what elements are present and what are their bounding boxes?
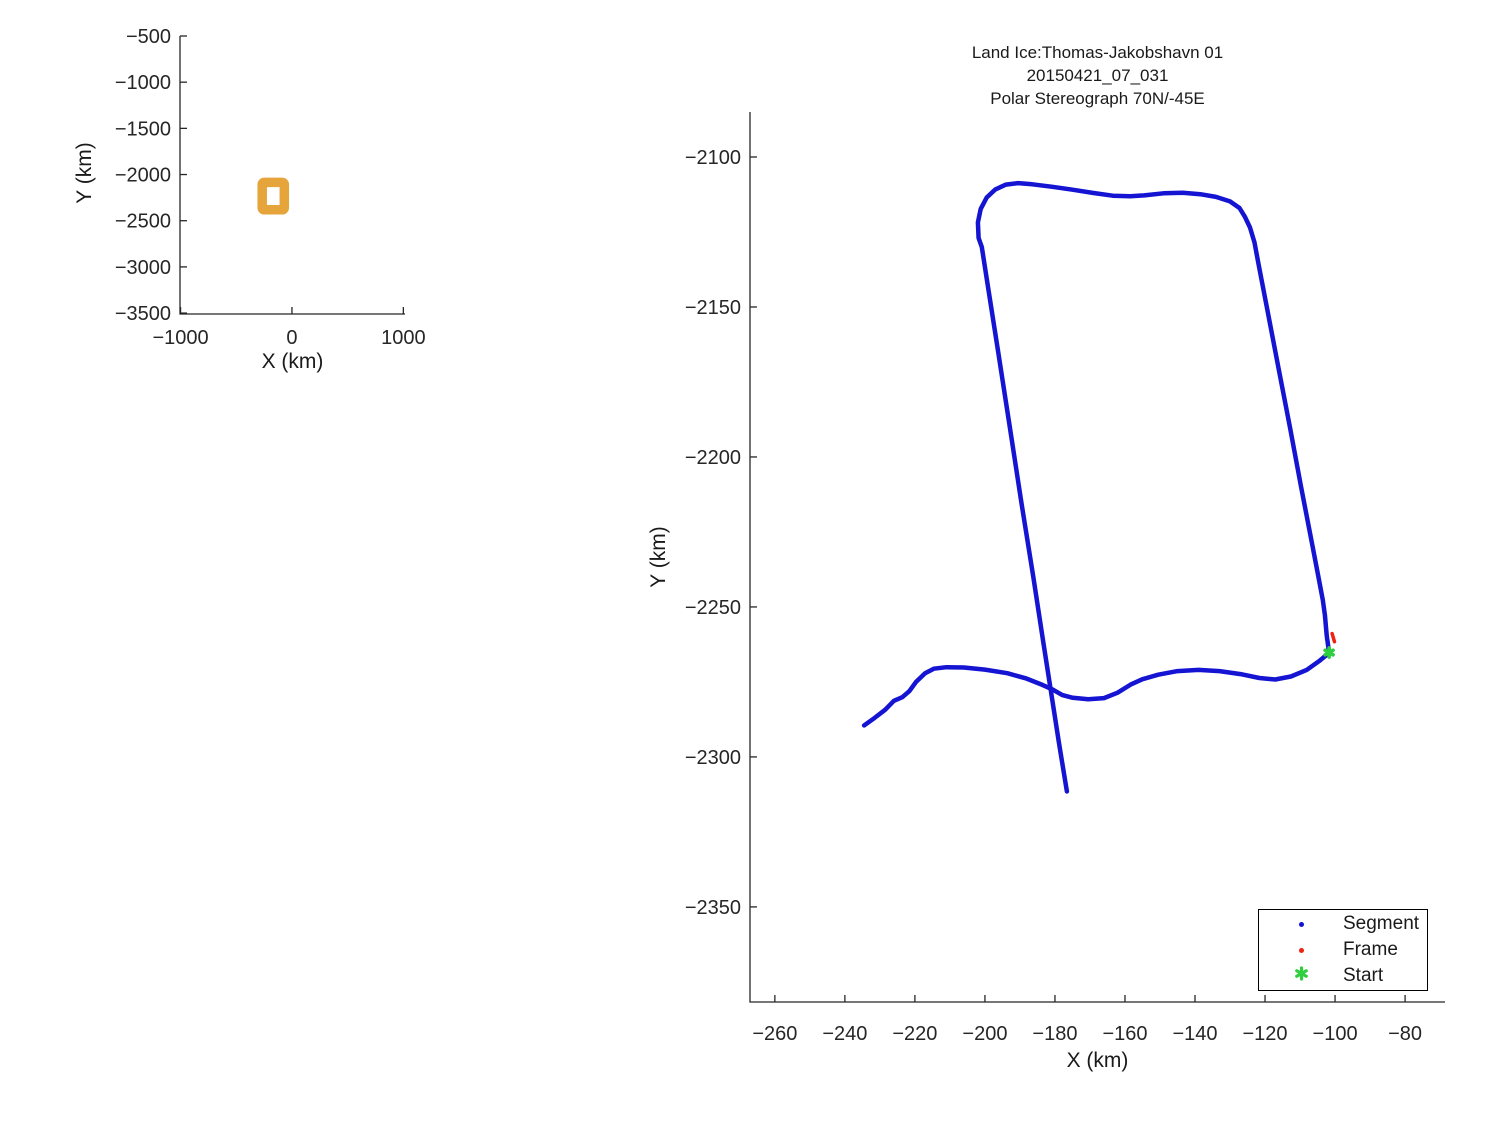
- plot-title: Land Ice:Thomas-Jakobshavn 01 20150421_0…: [750, 41, 1445, 110]
- track-y-tick-label: −2150: [685, 297, 741, 319]
- track-x-tick-label: −260: [752, 1023, 797, 1045]
- track-x-tick-label: −160: [1102, 1023, 1147, 1045]
- overview-plot: −1000 0 1000 −500 −1000 −1500 −2000 −2500 −3000 −…: [115, 26, 426, 349]
- track-x-tick-label: −220: [892, 1023, 937, 1045]
- main-x-axis-label: X (km): [1066, 1049, 1129, 1072]
- track-x-tick-label: −200: [962, 1023, 1007, 1045]
- track-plot: −260 −240 −220 −200 −180 −160 −140 −120 −100 −80 −…: [685, 112, 1445, 1045]
- overview-y-tick-label: −500: [126, 26, 171, 48]
- legend-item-frame: Frame: [1259, 938, 1427, 962]
- legend-label-start: Start: [1343, 965, 1384, 986]
- title-line-2: 20150421_07_031: [1026, 66, 1169, 85]
- track-x-tick-label: −100: [1313, 1023, 1358, 1045]
- legend-label-frame: Frame: [1343, 939, 1398, 960]
- track-y-tick-label: −2350: [685, 897, 741, 919]
- overview-y-tick-label: −3000: [115, 257, 171, 279]
- overview-y-tick-label: −1500: [115, 118, 171, 140]
- track-frame-path: [1330, 631, 1337, 644]
- title-line-3: Polar Stereograph 70N/-45E: [990, 89, 1205, 108]
- overview-y-tick-label: −3500: [115, 303, 171, 325]
- track-segment-path: [861, 180, 1332, 794]
- overview-axes: [179, 36, 405, 315]
- start-marker: [1323, 646, 1335, 659]
- track-axes: [749, 112, 1445, 1003]
- track-y-tick-label: −2250: [685, 597, 741, 619]
- legend-item-segment: Segment: [1259, 912, 1427, 936]
- overview-x-tick-label: 0: [286, 327, 297, 349]
- track-x-tick-label: −120: [1243, 1023, 1288, 1045]
- overview-y-tick-label: −1000: [115, 72, 171, 94]
- frame-dot-icon: [1298, 947, 1304, 953]
- legend-item-start: Start: [1259, 964, 1427, 988]
- track-y-tick-label: −2100: [685, 147, 741, 169]
- track-y-tick-label: −2300: [685, 747, 741, 769]
- start-star-icon: [1294, 966, 1309, 986]
- track-x-tick-label: −180: [1032, 1023, 1077, 1045]
- overview-y-axis-label: Y (km): [73, 142, 96, 204]
- track-x-tick-label: −140: [1172, 1023, 1217, 1045]
- overview-x-tick-label: 1000: [381, 327, 426, 349]
- segment-dot-icon: [1298, 921, 1304, 927]
- overview-x-axis-label: X (km): [261, 350, 324, 373]
- legend: Segment Frame Start: [1258, 909, 1428, 991]
- coverage-extent-box: [257, 177, 290, 215]
- overview-y-tick-label: −2000: [115, 165, 171, 187]
- track-y-tick-label: −2200: [685, 447, 741, 469]
- track-x-tick-label: −240: [822, 1023, 867, 1045]
- track-x-tick-label: −80: [1388, 1023, 1422, 1045]
- overview-x-tick-label: −1000: [152, 327, 208, 349]
- overview-y-tick-label: −2500: [115, 211, 171, 233]
- legend-label-segment: Segment: [1343, 913, 1420, 934]
- main-y-axis-label: Y (km): [647, 526, 670, 588]
- title-line-1: Land Ice:Thomas-Jakobshavn 01: [971, 43, 1224, 62]
